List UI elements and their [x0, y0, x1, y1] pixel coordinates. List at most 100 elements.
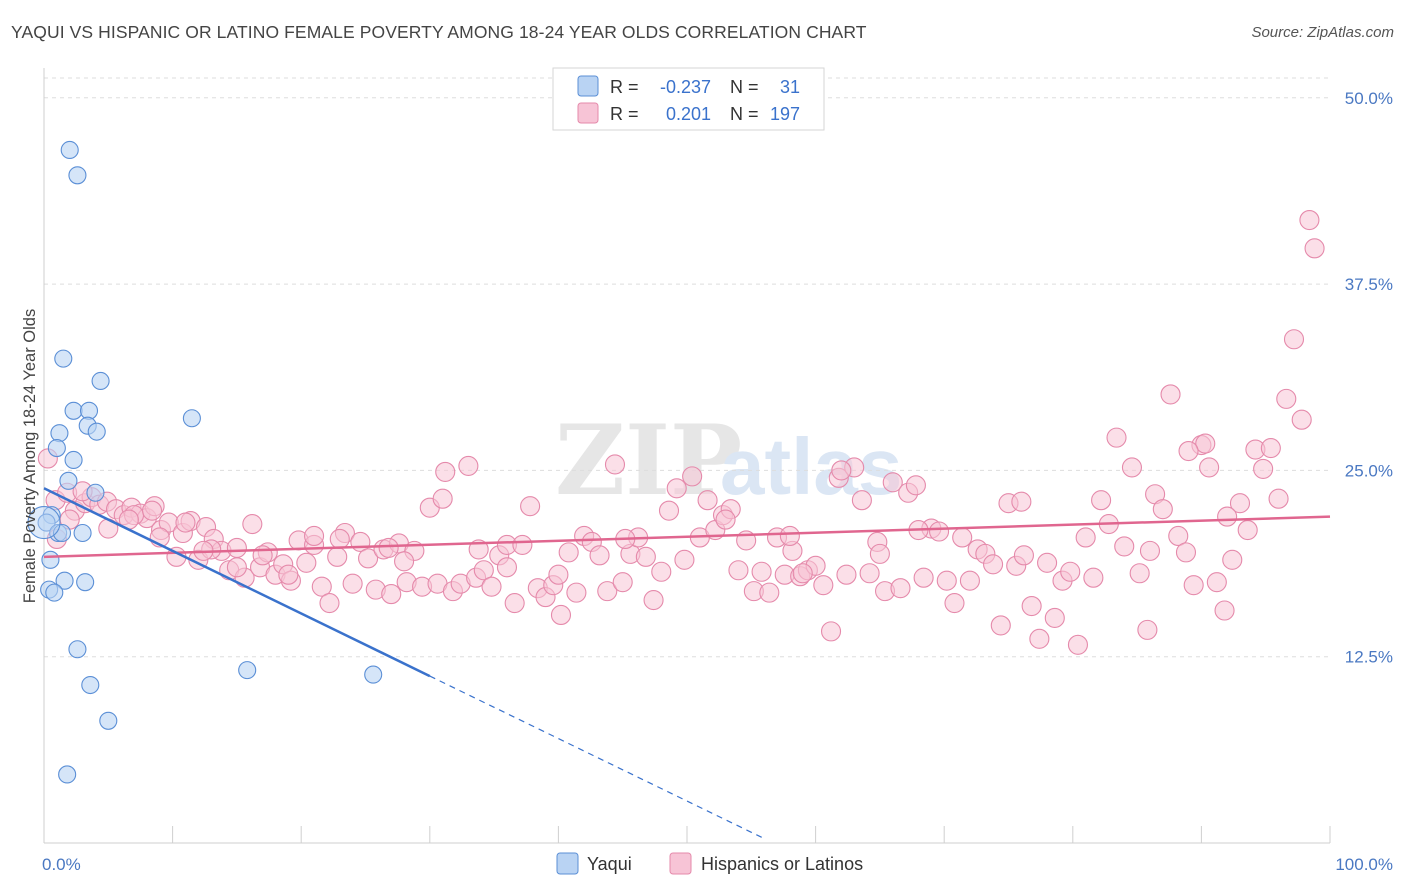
hispanic-point — [496, 557, 518, 578]
legend-swatch-hisp — [577, 102, 599, 124]
legend-r-value-hisp: 0.201 — [666, 104, 711, 124]
hispanic-point — [319, 592, 340, 614]
hispanic-point — [311, 576, 332, 597]
y-tick-label: 25.0% — [1345, 461, 1393, 480]
hispanic-point — [651, 561, 672, 582]
hispanic-point — [566, 582, 587, 603]
legend-n-label-hisp: N = — [730, 104, 759, 124]
hispanic-point — [869, 543, 890, 564]
hispanic-point — [1037, 552, 1058, 573]
hispanic-point — [327, 546, 348, 567]
yaqui-point — [68, 166, 87, 185]
hispanic-point — [381, 584, 402, 605]
hispanic-point — [882, 472, 903, 493]
hispanic-point — [813, 575, 834, 596]
yaqui-point — [86, 483, 105, 502]
x-tick-label-max: 100.0% — [1335, 855, 1393, 874]
hispanic-point — [831, 460, 852, 481]
y-axis-label: Female Poverty Among 18-24 Year Olds — [21, 309, 39, 603]
hispanic-point — [296, 552, 317, 573]
hispanic-point — [1175, 542, 1197, 563]
hispanic-point — [792, 563, 813, 584]
hispanic-point — [1304, 238, 1325, 259]
hispanic-point — [589, 545, 610, 566]
hispanic-point — [278, 564, 299, 585]
y-tick-labels: 12.5% 25.0% 37.5% 50.0% — [1345, 89, 1393, 667]
hispanic-point — [1021, 595, 1042, 617]
yaqui-point — [58, 765, 77, 784]
hispanic-point — [468, 539, 489, 560]
hispanic-point — [890, 578, 911, 599]
hispanic-trend-line — [43, 515, 1331, 559]
yaqui-point — [81, 675, 100, 695]
y-tick-label: 50.0% — [1345, 89, 1393, 108]
hispanic-point — [1222, 549, 1243, 570]
hispanic-point — [1139, 540, 1161, 561]
hispanic-point — [481, 576, 502, 597]
legend-r-value-yaqui: -0.237 — [660, 77, 711, 97]
hispanic-point — [983, 554, 1004, 575]
hispanic-points — [37, 209, 1325, 655]
yaqui-point — [76, 573, 95, 592]
hispanic-point — [859, 563, 880, 584]
legend-n-label-yaqui: N = — [730, 77, 759, 97]
bottom-legend-swatch-hisp — [669, 852, 692, 875]
hispanic-point — [1121, 457, 1143, 478]
hispanic-point — [1195, 433, 1216, 454]
x-ticks — [43, 826, 1331, 843]
hispanic-point — [1013, 545, 1034, 566]
hispanic-point — [990, 615, 1011, 636]
hispanic-point — [550, 604, 572, 626]
legend-r-label-yaqui: R = — [610, 77, 639, 97]
hispanic-point — [1067, 634, 1088, 655]
legend-r-label-hisp: R = — [610, 104, 639, 124]
hispanic-point — [329, 528, 350, 550]
yaqui-point — [182, 409, 201, 428]
hispanic-point — [458, 455, 479, 476]
hispanic-point — [604, 454, 626, 475]
bottom-legend-label-hisp: Hispanics or Latinos — [701, 854, 863, 874]
hispanic-point — [779, 525, 800, 547]
hispanic-point — [959, 570, 980, 591]
legend-n-value-hisp: 197 — [770, 104, 800, 124]
watermark-atlas: atlas — [720, 422, 902, 511]
hispanic-point — [1106, 427, 1127, 448]
hispanic-point — [226, 557, 247, 578]
yaqui-point — [99, 711, 118, 730]
hispanic-point — [394, 551, 415, 572]
hispanic-point — [1253, 458, 1274, 479]
hispanic-point — [1178, 440, 1199, 462]
yaqui-point — [27, 506, 61, 540]
hispanic-point — [944, 592, 965, 614]
source-label: Source: ZipAtlas.com — [1251, 24, 1394, 41]
hispanic-point — [952, 527, 973, 548]
hispanic-point — [1237, 519, 1258, 541]
hispanic-point — [697, 490, 718, 511]
hispanic-point — [1168, 525, 1189, 547]
yaqui-points — [27, 140, 383, 784]
hispanic-point — [635, 546, 656, 567]
hispanic-point — [512, 534, 533, 555]
hispanic-point — [548, 564, 569, 585]
yaqui-point — [45, 583, 64, 602]
hispanic-point — [1206, 572, 1227, 593]
yaqui-point — [59, 471, 78, 490]
yaqui-point — [91, 371, 110, 391]
hispanic-point — [1060, 561, 1081, 582]
hispanic-point — [1152, 499, 1173, 520]
hispanic-point — [435, 461, 456, 482]
hispanic-point — [141, 500, 163, 521]
yaqui-point — [50, 424, 69, 443]
bottom-legend-swatch-yaqui — [556, 852, 579, 875]
yaqui-point — [68, 640, 87, 659]
hispanic-point — [905, 475, 926, 496]
y-tick-label: 37.5% — [1345, 275, 1393, 294]
hispanic-point — [1217, 506, 1238, 527]
hispanic-point — [929, 521, 950, 542]
hispanic-point — [1044, 607, 1065, 629]
hispanic-point — [913, 567, 934, 588]
chart-title: YAQUI VS HISPANIC OR LATINO FEMALE POVER… — [11, 22, 867, 42]
yaqui-point — [238, 661, 257, 680]
bottom-legend-label-yaqui: Yaqui — [587, 854, 632, 874]
